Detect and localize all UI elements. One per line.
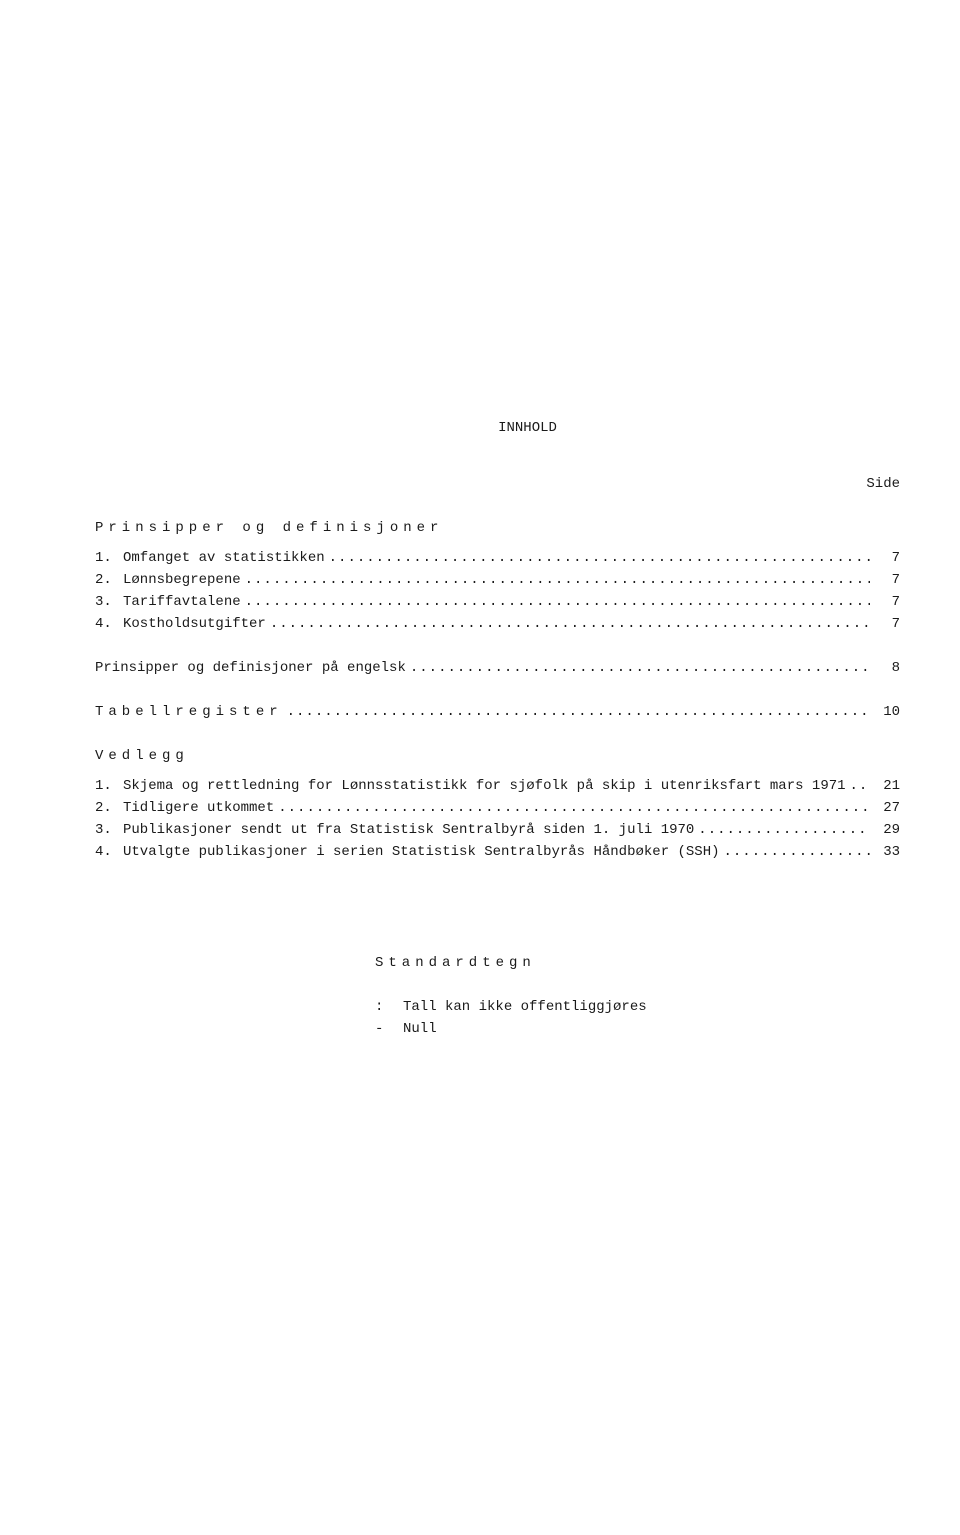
prinsipper-section: Prinsipper og definisjoner 1. Omfanget a… — [95, 520, 900, 632]
toc-entry: Prinsipper og definisjoner på engelsk ..… — [95, 660, 900, 676]
toc-number: 3. — [95, 822, 123, 838]
vedlegg-section: Vedlegg 1. Skjema og rettledning for Løn… — [95, 748, 900, 860]
toc-leader-dots: ........................................… — [274, 800, 870, 816]
toc-page-number: 7 — [870, 616, 900, 632]
toc-page-number: 7 — [870, 594, 900, 610]
tabellregister-heading: Tabellregister — [95, 704, 283, 720]
toc-entry: 2. Tidligere utkommet ..................… — [95, 800, 900, 816]
toc-number: 2. — [95, 572, 123, 588]
legend-entry: - Null — [375, 1021, 900, 1037]
toc-text: Tidligere utkommet — [123, 800, 274, 816]
legend-text: Tall kan ikke offentliggjøres — [403, 999, 647, 1015]
toc-entry: 4. Kostholdsutgifter ...................… — [95, 616, 900, 632]
toc-leader-dots: ........................................… — [266, 616, 870, 632]
toc-page-number: 29 — [870, 822, 900, 838]
toc-page-number: 21 — [870, 778, 900, 794]
document-title: INNHOLD — [155, 420, 900, 436]
toc-number: 2. — [95, 800, 123, 816]
toc-page-number: 7 — [870, 572, 900, 588]
toc-text: Skjema og rettledning for Lønnsstatistik… — [123, 778, 846, 794]
toc-page-number: 10 — [870, 704, 900, 720]
toc-entry: 1. Omfanget av statistikken ............… — [95, 550, 900, 566]
toc-leader-dots: ........................................… — [720, 844, 871, 860]
standardtegn-section: Standardtegn : Tall kan ikke offentliggj… — [375, 955, 900, 1037]
toc-text: Prinsipper og definisjoner på engelsk — [95, 660, 406, 676]
toc-number: 1. — [95, 550, 123, 566]
document-page: INNHOLD Side Prinsipper og definisjoner … — [0, 0, 960, 1037]
toc-entry: 1. Skjema og rettledning for Lønnsstatis… — [95, 778, 900, 794]
toc-page-number: 27 — [870, 800, 900, 816]
toc-leader-dots: ........................................… — [325, 550, 870, 566]
toc-page-number: 8 — [870, 660, 900, 676]
toc-entry: 2. Lønnsbegrepene ......................… — [95, 572, 900, 588]
toc-entry: 4. Utvalgte publikasjoner i serien Stati… — [95, 844, 900, 860]
toc-text: Omfanget av statistikken — [123, 550, 325, 566]
toc-leader-dots: ........................................… — [406, 660, 870, 676]
toc-entry: 3. Publikasjoner sendt ut fra Statistisk… — [95, 822, 900, 838]
toc-leader-dots: ........................................… — [283, 704, 870, 720]
legend-text: Null — [403, 1021, 437, 1037]
legend-symbol: : — [375, 999, 403, 1015]
toc-leader-dots: ........................................… — [241, 594, 870, 610]
legend-symbol: - — [375, 1021, 403, 1037]
toc-text: Tariffavtalene — [123, 594, 241, 610]
toc-page-number: 33 — [870, 844, 900, 860]
toc-number: 4. — [95, 844, 123, 860]
vedlegg-heading: Vedlegg — [95, 748, 900, 764]
toc-text: Utvalgte publikasjoner i serien Statisti… — [123, 844, 720, 860]
toc-entry: 3. Tariffavtalene ......................… — [95, 594, 900, 610]
prinsipper-heading: Prinsipper og definisjoner — [95, 520, 900, 536]
toc-text: Publikasjoner sendt ut fra Statistisk Se… — [123, 822, 694, 838]
legend-entry: : Tall kan ikke offentliggjøres — [375, 999, 900, 1015]
toc-page-number: 7 — [870, 550, 900, 566]
toc-text: Lønnsbegrepene — [123, 572, 241, 588]
toc-number: 1. — [95, 778, 123, 794]
toc-entry: Tabellregister .........................… — [95, 704, 900, 720]
toc-leader-dots: ........................................… — [694, 822, 870, 838]
standardtegn-heading: Standardtegn — [375, 955, 900, 971]
toc-number: 4. — [95, 616, 123, 632]
toc-leader-dots: ........................................… — [846, 778, 870, 794]
toc-text: Kostholdsutgifter — [123, 616, 266, 632]
toc-leader-dots: ........................................… — [241, 572, 870, 588]
toc-number: 3. — [95, 594, 123, 610]
page-column-label: Side — [95, 476, 900, 492]
